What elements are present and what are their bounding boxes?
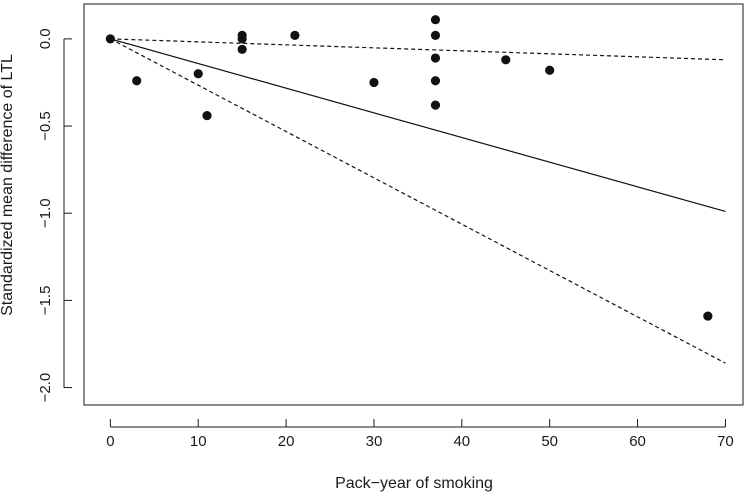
data-point	[545, 65, 555, 75]
fit-lines	[110, 38, 726, 364]
y-tick-label: −1.5	[37, 286, 54, 316]
data-point	[237, 34, 247, 44]
data-point	[501, 55, 511, 65]
data-point	[193, 69, 203, 79]
data-point	[202, 110, 212, 121]
x-tick-label: 10	[190, 433, 207, 450]
regression-line	[110, 38, 726, 213]
y-axis-title: Standardized mean difference of LTL	[0, 54, 16, 316]
data-point	[132, 76, 142, 86]
x-tick-label: 50	[541, 433, 558, 450]
x-tick-label: 20	[278, 433, 295, 450]
y-tick-label: −2.0	[37, 373, 54, 403]
plot-frame	[83, 3, 744, 406]
x-tick-label: 30	[366, 433, 383, 450]
data-point	[430, 53, 441, 63]
y-tick-label: 0.0	[37, 28, 54, 49]
data-point	[430, 76, 441, 86]
data-point	[430, 100, 441, 110]
data-point	[430, 15, 441, 25]
data-point	[290, 30, 300, 40]
x-tick-label: 40	[453, 433, 470, 450]
data-point	[703, 311, 713, 321]
y-tick-label: −0.5	[37, 111, 54, 141]
x-axis: 0 10 20 30 40 50 60 70	[106, 419, 734, 450]
x-axis-title: Pack−year of smoking	[335, 475, 493, 492]
y-axis: 0.0 −0.5 −1.0 −1.5 −2.0	[37, 28, 72, 402]
confidence-bound-line	[110, 38, 726, 364]
x-tick-label: 0	[106, 433, 114, 450]
data-point	[105, 34, 115, 44]
y-tick-label: −1.0	[37, 198, 54, 228]
x-tick-label: 60	[629, 433, 646, 450]
data-point	[369, 77, 379, 88]
data-point	[237, 44, 247, 54]
plot-border	[83, 3, 744, 406]
data-point	[430, 30, 441, 40]
x-tick-label: 70	[717, 433, 734, 450]
confidence-bound-line	[110, 38, 726, 61]
data-points	[105, 15, 713, 321]
